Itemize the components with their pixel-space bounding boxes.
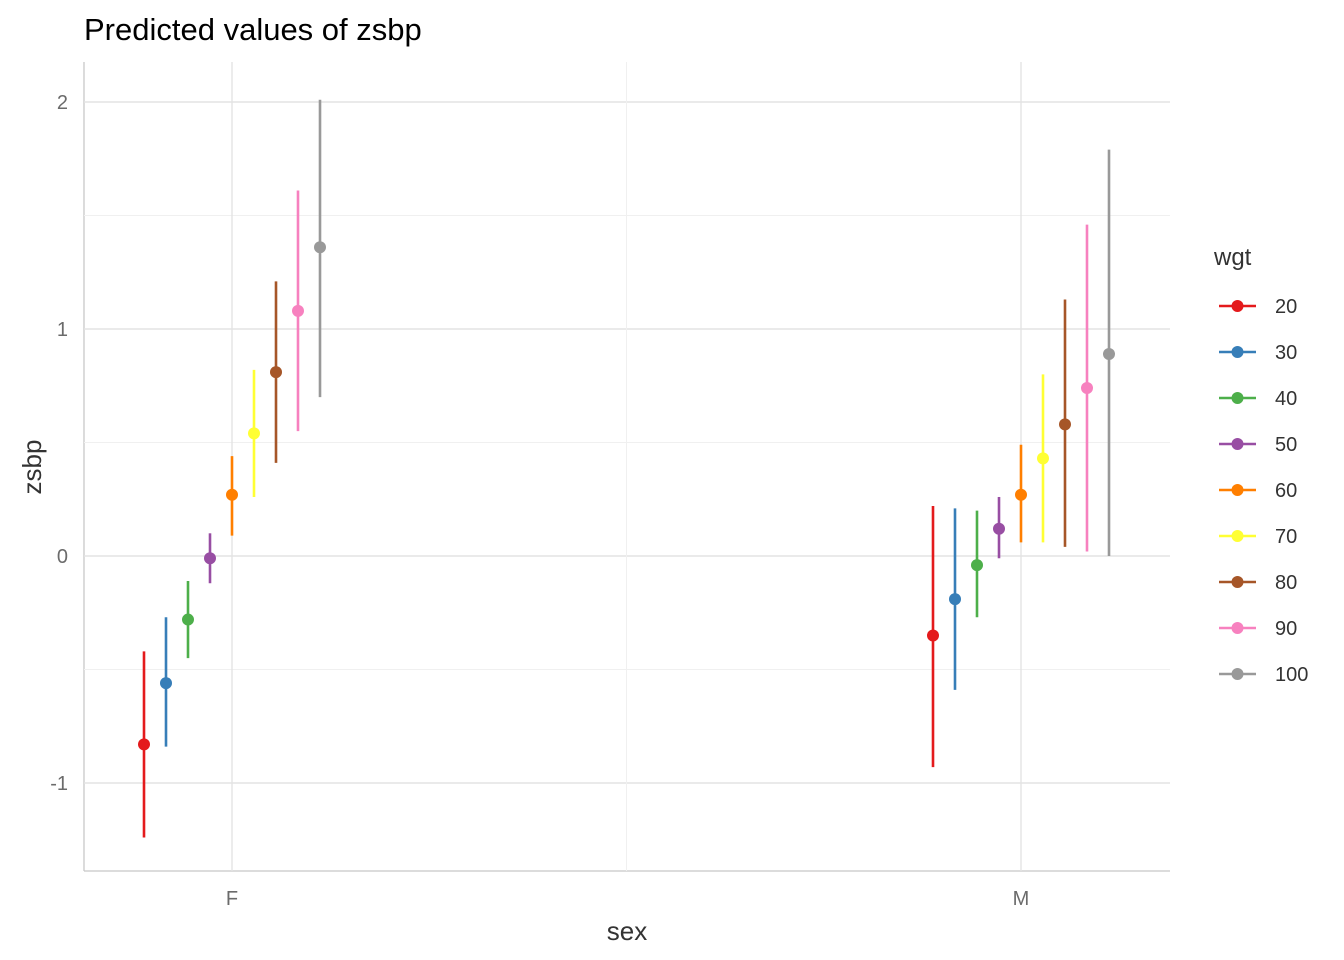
- legend-key-point: [1231, 484, 1244, 496]
- legend-label: 90: [1275, 618, 1297, 640]
- chart-title: Predicted values of zsbp: [84, 12, 422, 47]
- data-point: [927, 629, 939, 642]
- legend-item: 100: [1219, 664, 1308, 686]
- grid: [83, 62, 1170, 872]
- y-tick-label: 2: [57, 92, 68, 114]
- legend-item: 80: [1219, 572, 1297, 594]
- legend: wgt 20 30 40 50 60 70 80 90 100: [1213, 244, 1308, 686]
- legend-label: 20: [1275, 296, 1297, 318]
- y-tick-label: 1: [57, 319, 68, 341]
- legend-key-point: [1231, 346, 1244, 358]
- data-point: [270, 366, 282, 379]
- y-axis-ticks: -1 0 1 2: [50, 92, 68, 795]
- y-tick-label: 0: [57, 546, 68, 568]
- legend-item: 20: [1219, 296, 1297, 318]
- y-tick-label: -1: [50, 773, 68, 795]
- data-point: [1081, 382, 1093, 395]
- data-point: [1103, 347, 1115, 360]
- legend-item: 60: [1219, 480, 1297, 502]
- legend-key-point: [1231, 438, 1244, 450]
- legend-label: 60: [1275, 480, 1297, 502]
- data-point: [993, 522, 1005, 535]
- legend-key-point: [1231, 392, 1244, 404]
- legend-item: 50: [1219, 434, 1297, 456]
- data-point: [971, 559, 983, 572]
- legend-item: 40: [1219, 388, 1297, 410]
- data-point: [204, 552, 216, 565]
- legend-title: wgt: [1213, 244, 1252, 271]
- legend-item: 70: [1219, 526, 1297, 548]
- legend-key-point: [1231, 530, 1244, 542]
- data-point: [1015, 488, 1027, 501]
- legend-label: 70: [1275, 526, 1297, 548]
- x-tick-label: M: [1013, 888, 1030, 910]
- data-point: [1059, 418, 1071, 431]
- legend-key-point: [1231, 300, 1244, 312]
- y-axis-title: zsbp: [17, 440, 47, 495]
- legend-key-point: [1231, 576, 1244, 588]
- legend-key-point: [1231, 668, 1244, 680]
- legend-label: 50: [1275, 434, 1297, 456]
- data-point: [226, 488, 238, 501]
- legend-key-point: [1231, 622, 1244, 634]
- data-point: [248, 427, 260, 440]
- legend-label: 80: [1275, 572, 1297, 594]
- legend-item: 90: [1219, 618, 1297, 640]
- legend-label: 40: [1275, 388, 1297, 410]
- data-point: [292, 304, 304, 317]
- legend-label: 30: [1275, 342, 1297, 364]
- legend-item: 30: [1219, 342, 1297, 364]
- data-point: [160, 677, 172, 690]
- data-point: [138, 738, 150, 751]
- data-point: [314, 241, 326, 254]
- x-tick-label: F: [226, 888, 238, 910]
- data-point: [182, 613, 194, 626]
- data-points: [138, 241, 1115, 751]
- legend-label: 100: [1275, 664, 1308, 686]
- data-point: [949, 593, 961, 606]
- x-axis-title: sex: [607, 916, 647, 946]
- data-point: [1037, 452, 1049, 465]
